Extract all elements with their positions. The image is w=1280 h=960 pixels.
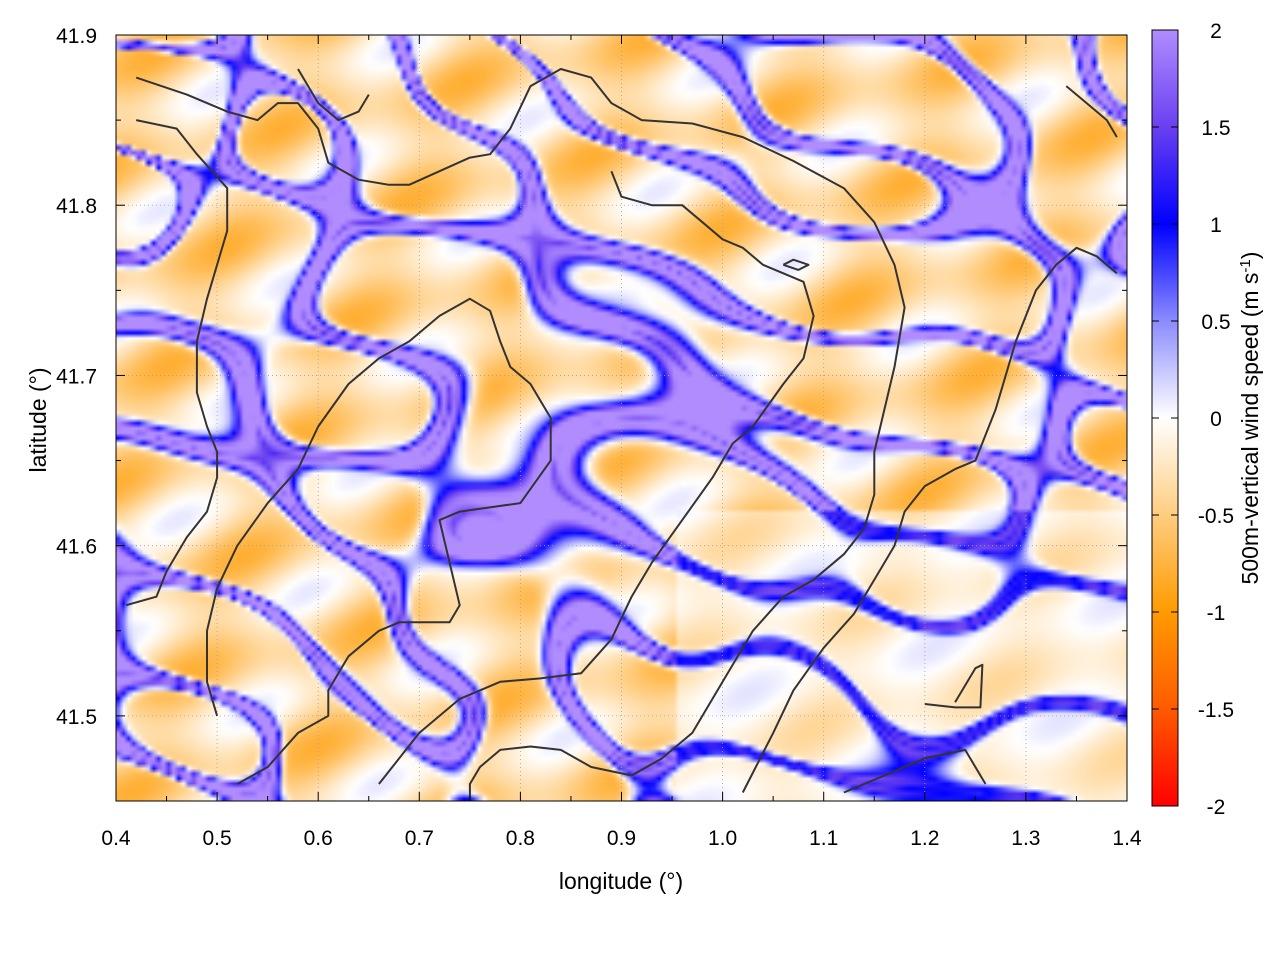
colorbar-tick-label: 0.5	[1201, 311, 1230, 334]
colorbar-title-main: 500m-vertical wind speed (m s	[1237, 273, 1263, 585]
x-tick-label: 0.9	[607, 827, 636, 850]
colorbar-tick-label: 0	[1210, 408, 1222, 431]
colorbar-title: 500m-vertical wind speed (m s-1)	[1237, 252, 1263, 585]
y-tick-label: 41.7	[56, 365, 97, 388]
y-tick-label: 41.9	[56, 25, 97, 48]
x-axis-ticks: 0.4 0.5 0.6 0.7 0.8 0.9 1.0 1.1 1.2 1.3 1.4	[101, 35, 1142, 850]
colorbar-tick-label: -1	[1207, 602, 1226, 625]
heatmap-field	[116, 35, 1127, 801]
colorbar-title-superscript: -1	[1237, 259, 1254, 272]
colorbar-tick-label: -0.5	[1198, 505, 1234, 528]
y-tick-label: 41.5	[56, 706, 97, 729]
x-axis-title: longitude (°)	[559, 868, 683, 894]
x-tick-label: 0.5	[202, 827, 231, 850]
x-tick-label: 1.4	[1112, 827, 1142, 850]
grid-lines	[116, 35, 1127, 801]
y-tick-label: 41.6	[56, 536, 97, 559]
contour-line-2	[125, 119, 229, 607]
colorbar-title-end: )	[1237, 252, 1263, 260]
colorbar: 2 1.5 1 0.5 0 -0.5 -1 -1.5 -2	[1151, 20, 1234, 819]
colorbar-tick-label: 1	[1210, 214, 1222, 237]
y-axis-ticks: 41.5 41.6 41.7 41.8 41.9	[56, 25, 1127, 802]
x-tick-label: 1.0	[708, 827, 737, 850]
contour-line-9	[782, 258, 810, 271]
y-tick-label: 41.8	[56, 195, 97, 218]
colorbar-tick-label: -1.5	[1198, 699, 1234, 722]
contour-line-1	[135, 68, 906, 801]
y-axis-title: latitude (°)	[25, 367, 51, 472]
x-tick-label: 0.8	[506, 827, 535, 850]
contour-line-4	[297, 68, 370, 122]
x-tick-label: 0.4	[101, 827, 131, 850]
heatmap-image	[116, 35, 1127, 801]
colorbar-tick-label: 2	[1210, 20, 1222, 43]
terrain-contours	[125, 68, 1118, 801]
contour-line-3	[206, 297, 552, 785]
colorbar-tick-label: -2	[1207, 796, 1226, 819]
colorbar-tick-label: 1.5	[1201, 117, 1230, 140]
x-tick-label: 0.6	[304, 827, 333, 850]
contour-line-7	[843, 748, 987, 794]
x-tick-label: 1.3	[1011, 827, 1040, 850]
x-tick-label: 0.7	[405, 827, 434, 850]
contour-line-6	[741, 246, 1118, 793]
x-tick-label: 1.2	[910, 827, 939, 850]
contour-line-10	[1065, 85, 1118, 138]
contour-line-8	[924, 663, 984, 709]
contour-line-5	[378, 170, 815, 785]
x-tick-label: 1.1	[809, 827, 838, 850]
